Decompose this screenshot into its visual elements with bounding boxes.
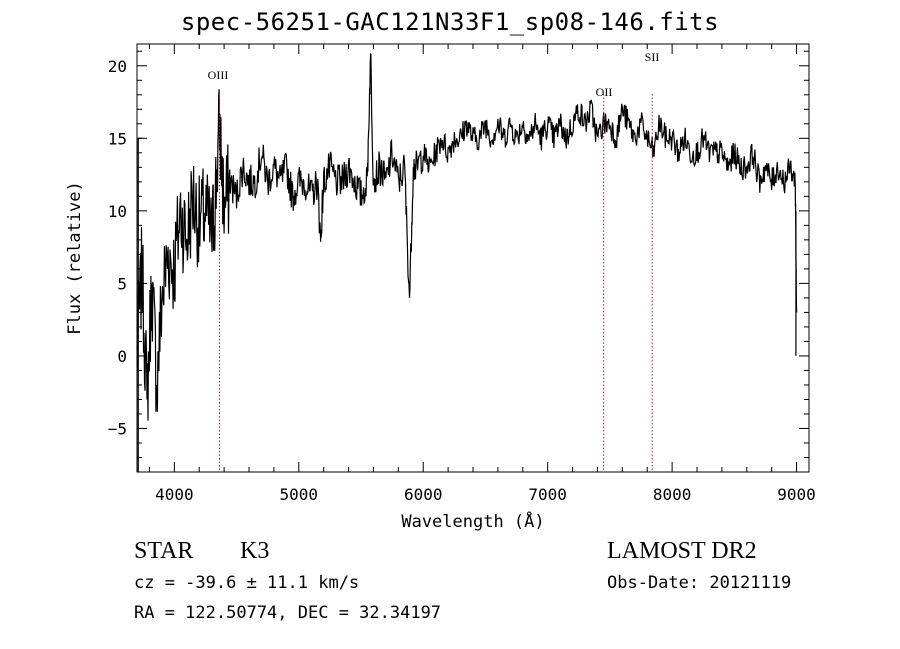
line-marker-layer: OIII OII SII [208,50,660,472]
x-tick-label: 5000 [280,485,319,504]
spectrum-line [136,52,798,421]
y-tick-label: 5 [117,274,127,293]
y-axis-label: Flux (relative) [65,181,85,335]
obs-date-text: Obs-Date: 20121119 [607,573,792,593]
x-tick-label: 7000 [528,485,567,504]
line-marker-label: SII [645,50,660,64]
object-subclass: K3 [240,538,270,564]
x-tick-label: 8000 [653,485,692,504]
y-tick-label: 10 [108,202,127,221]
object-class: STAR [134,538,194,564]
x-tick-label: 4000 [155,485,194,504]
coordinates-text: RA = 122.50774, DEC = 32.34197 [134,603,442,623]
plot-frame [136,43,810,473]
x-axis-label: Wavelength (Å) [401,510,544,532]
chart-title: spec-56251-GAC121N33F1_sp08-146.fits [180,8,720,36]
axes-layer: 4000 5000 6000 7000 8000 9000 −5 0 5 10 15 20 Wavele… [65,43,816,532]
x-tick-label: 9000 [777,485,816,504]
x-tick-label: 6000 [404,485,443,504]
line-marker-label: OIII [208,68,229,82]
survey-label: LAMOST DR2 [607,538,757,564]
y-tick-label: 20 [108,57,127,76]
spectrum-layer [136,52,798,472]
y-tick-label: 15 [108,129,127,148]
line-marker-label: OII [596,85,613,99]
y-tick-label: −5 [108,419,127,438]
redshift-text: cz = -39.6 ± 11.1 km/s [134,573,360,593]
y-tick-label: 0 [117,347,127,366]
